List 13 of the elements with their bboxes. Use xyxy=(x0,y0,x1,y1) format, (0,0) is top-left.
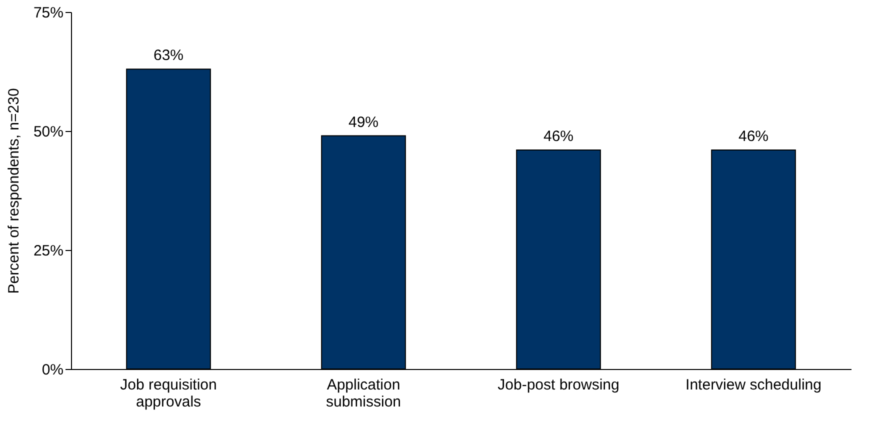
data-label: 46% xyxy=(543,128,574,146)
data-label: 63% xyxy=(153,47,184,64)
x-tick-label: Job requisition approvals xyxy=(120,376,217,410)
y-tick-label: 0% xyxy=(42,362,64,378)
y-tick-label: 75% xyxy=(33,4,64,22)
y-tick-label: 50% xyxy=(33,124,64,140)
y-tick-label: 25% xyxy=(33,242,64,260)
x-tick-label: Job-post browsing xyxy=(498,376,620,394)
x-tick-label: Interview scheduling xyxy=(686,376,822,394)
data-label: 49% xyxy=(348,114,379,131)
y-axis-title: Percent of respondents, n=230 xyxy=(5,88,22,294)
data-label: 46% xyxy=(738,128,769,146)
x-tick-label: Application submission xyxy=(326,376,402,410)
